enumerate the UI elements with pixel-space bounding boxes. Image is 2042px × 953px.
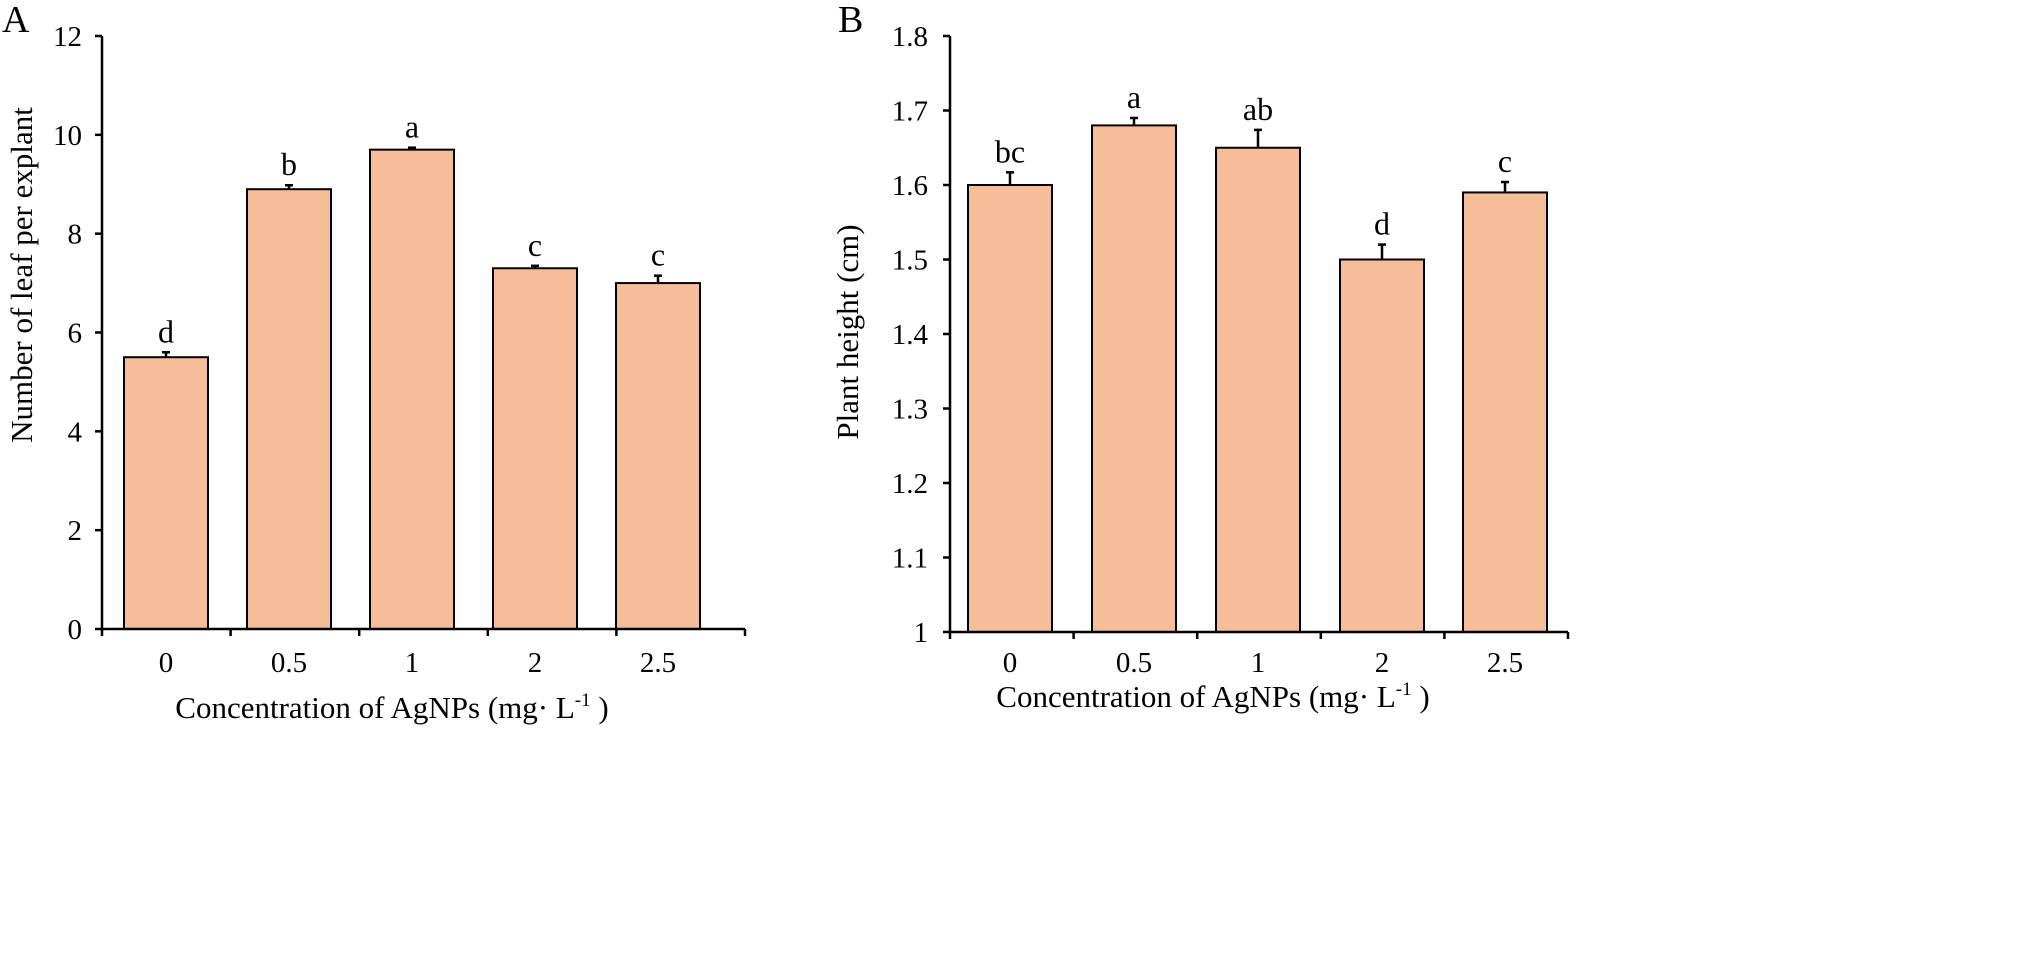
- panel-b-y-tick-label-7: 1.7: [892, 96, 928, 128]
- panel-b-y-tick-label-8: 1.8: [892, 21, 928, 53]
- panel-a-x-axis-label: Concentration of AgNPs (mg· L-1 ): [175, 690, 608, 725]
- panel-b-chart: Bbc a ab d c 1 1.1 1.2 1.3 1.4 1.5 1.6 1.7 1.8 0 0.5 1 2 2…: [830, 0, 1570, 714]
- panel-a-letter: A: [2, 0, 30, 41]
- panel-b-y-tick-label-6: 1.6: [892, 170, 928, 202]
- panel-b-sig-label-4: c: [1498, 143, 1512, 179]
- panel-b-bar-3: [1339, 258, 1425, 633]
- panel-a-bar-2: [369, 148, 455, 631]
- panel-a-y-axis-label: Number of leaf per explant: [4, 107, 39, 443]
- panel-b-x-tick-label-3: 2: [1375, 647, 1390, 679]
- panel-a-bar-4: [615, 282, 701, 630]
- panel-b-y-tick-label-1: 1.1: [892, 543, 928, 575]
- panel-a-y-tick-label-2: 4: [68, 416, 83, 448]
- panel-a-x-tick-label-4: 2.5: [640, 647, 676, 679]
- panel-b-bar-2: [1215, 146, 1301, 633]
- panel-a-x-tick-label-0: 0: [159, 647, 174, 679]
- panel-b-letter: B: [838, 0, 863, 41]
- panel-b-y-tick-label-4: 1.4: [892, 319, 929, 351]
- panel-b-bar-4: [1462, 191, 1548, 633]
- panel-a-y-tick-label-1: 2: [68, 515, 83, 547]
- panel-a-sig-label-4: c: [651, 237, 665, 273]
- panel-a-x-tick-label-2: 1: [405, 647, 420, 679]
- panel-b-bar-0: [967, 184, 1053, 633]
- panel-a-y-tick-label-0: 0: [68, 614, 83, 646]
- panel-b-sig-label-3: d: [1374, 206, 1390, 242]
- panel-b-sig-label-1: a: [1127, 79, 1141, 115]
- panel-a-sig-label-3: c: [528, 227, 542, 263]
- panel-a-sig-label-1: b: [281, 146, 297, 182]
- panel-a-sig-label-0: d: [158, 313, 174, 349]
- panel-a-y-tick-label-4: 8: [68, 219, 83, 251]
- panel-b-y-tick-label-3: 1.3: [892, 394, 928, 426]
- panel-b-x-tick-label-1: 0.5: [1116, 647, 1152, 679]
- panel-b-y-axis-label: Plant height (cm): [830, 224, 865, 439]
- panel-b-sig-label-0: bc: [995, 133, 1025, 169]
- panel-a-bar-1: [246, 188, 332, 630]
- panel-b-x-tick-label-0: 0: [1003, 647, 1018, 679]
- panel-b-bar-1: [1091, 124, 1177, 634]
- panel-b-y-tick-label-2: 1.2: [892, 468, 928, 500]
- panel-a-y-tick-label-5: 10: [53, 120, 82, 152]
- panel-b-y-tick-label-0: 1: [914, 617, 929, 649]
- panel-b-x-tick-label-2: 1: [1251, 647, 1266, 679]
- panel-b-y-tick-label-5: 1.5: [892, 245, 928, 277]
- panel-a-bar-0: [123, 356, 209, 630]
- panel-b-x-tick-label-4: 2.5: [1487, 647, 1523, 679]
- panel-a-x-tick-label-3: 2: [528, 647, 543, 679]
- panel-a-y-tick-label-3: 6: [68, 318, 83, 350]
- panel-a-y-tick-label-6: 12: [53, 21, 82, 53]
- panel-b-sig-label-2: ab: [1243, 91, 1273, 127]
- panel-a-bar-3: [492, 267, 578, 630]
- panel-a-sig-label-2: a: [405, 109, 419, 145]
- panel-b-x-axis-label: Concentration of AgNPs (mg· L-1 ): [996, 679, 1429, 714]
- panel-a-x-tick-label-1: 0.5: [271, 647, 307, 679]
